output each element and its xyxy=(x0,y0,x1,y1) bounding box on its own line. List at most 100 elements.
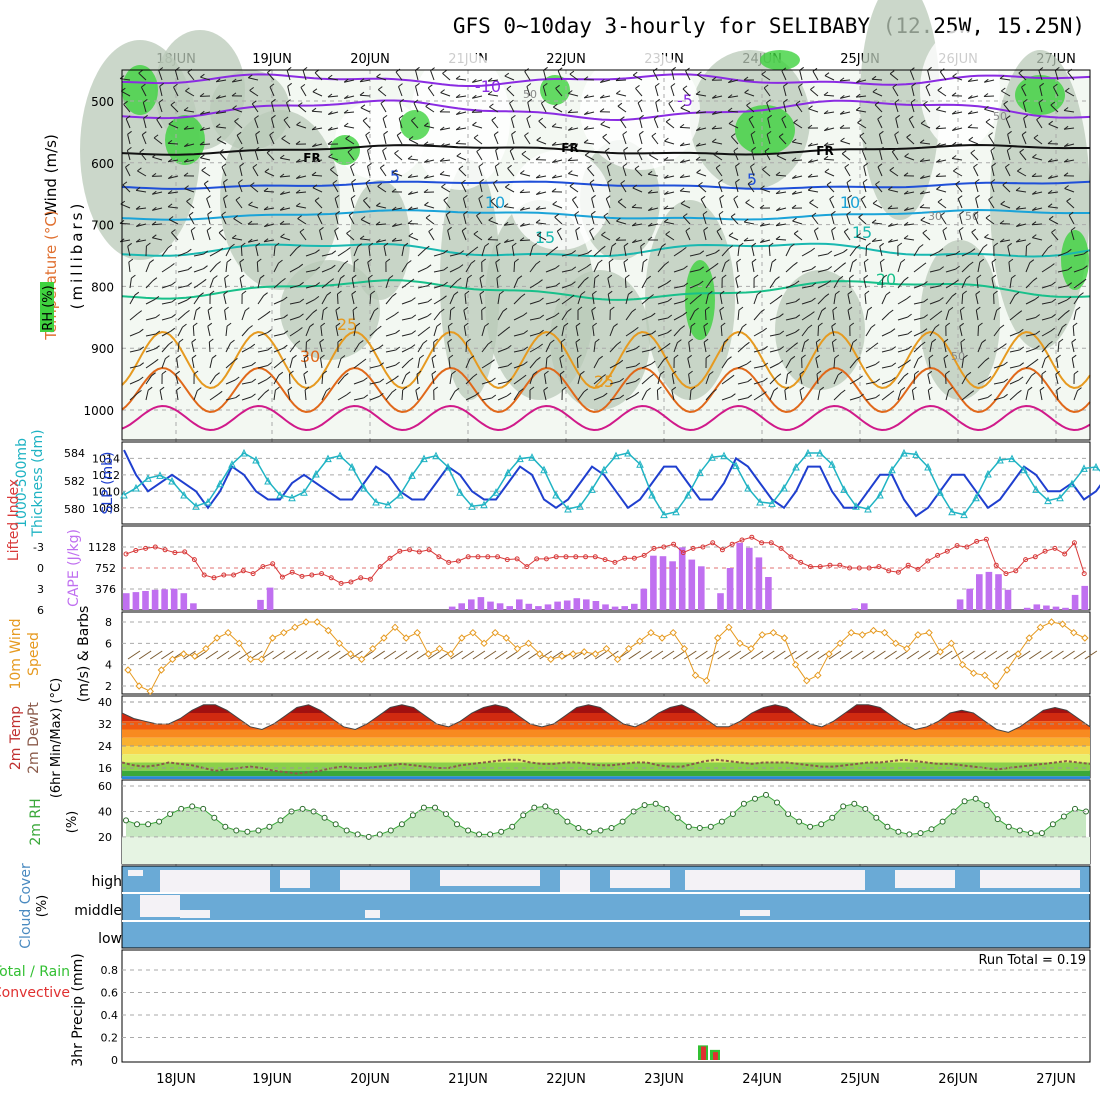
cloud-level-label: high xyxy=(91,874,122,890)
rh2m-point xyxy=(146,822,151,827)
rh2m-point xyxy=(819,822,824,827)
cape-bar xyxy=(1034,604,1041,610)
wind10-ylabel3: (m/s) & Barbs xyxy=(76,606,92,703)
rh2m-point xyxy=(388,828,393,833)
thickness-tick: 580 xyxy=(64,503,85,516)
cloud-gap xyxy=(560,870,590,892)
rh2m-point xyxy=(719,819,724,824)
temp-band xyxy=(122,738,1090,746)
rh2m-point xyxy=(940,819,945,824)
cape-bar xyxy=(995,574,1002,610)
rh2m-point xyxy=(697,826,702,831)
precip-tick: 0.8 xyxy=(101,964,119,977)
wind-tick: 2 xyxy=(105,680,112,693)
cape-bar xyxy=(449,607,456,610)
cape-bar xyxy=(631,604,638,610)
rh2m-point xyxy=(675,815,680,820)
thickness-tick: 582 xyxy=(64,475,85,488)
contour-label: FR xyxy=(816,144,833,158)
temp-ylabel3: (6hr Min/Max) (°C) xyxy=(49,678,64,798)
cloud-gap xyxy=(980,870,1080,888)
cape-bar xyxy=(181,593,188,610)
temp-ylabel2: 2m DewPt xyxy=(26,702,42,774)
cloud-level-label: low xyxy=(98,931,122,947)
rh2m-point xyxy=(653,801,658,806)
precip-frame xyxy=(122,950,1090,1062)
thickness-ylabel2: Thickness (dm) xyxy=(30,429,46,537)
rh2m-point xyxy=(664,806,669,811)
rh2m-point xyxy=(444,812,449,817)
cape-bar xyxy=(1072,595,1079,610)
thickness-tick: 584 xyxy=(64,447,85,460)
wind-barb xyxy=(1032,176,1042,177)
temp-tick: 16 xyxy=(98,762,112,775)
wind-barb xyxy=(824,159,834,160)
temp-tick: 24 xyxy=(98,740,112,753)
li-tick: -3 xyxy=(33,541,44,554)
wind-barb xyxy=(920,208,930,209)
rh2m-point xyxy=(764,792,769,797)
rh2m-point xyxy=(201,806,206,811)
pressure-tick: 800 xyxy=(91,280,114,294)
pressure-tick: 700 xyxy=(91,219,114,233)
rh2m-point xyxy=(1061,814,1066,819)
rh2m-point xyxy=(267,824,272,829)
cape-bar xyxy=(171,589,178,610)
rh2m-point xyxy=(984,803,989,808)
rh-light-shade xyxy=(920,30,1000,150)
cape-bar xyxy=(650,556,657,610)
rh-tick: 60 xyxy=(98,780,112,793)
wind-barb xyxy=(625,278,626,288)
cape-bar xyxy=(516,599,523,610)
cloud-gap xyxy=(140,895,180,917)
rh-ylabel: RH (%) xyxy=(41,285,56,330)
chart-title: GFS 0~10day 3-hourly for SELIBABY (12.25… xyxy=(453,14,1085,38)
wind10-ylabel1: 10m Wind xyxy=(8,618,24,689)
wind-barb xyxy=(705,310,706,320)
rh2m-point xyxy=(410,813,415,818)
contour-label: -5 xyxy=(677,91,693,110)
bottom-day-label: 18JUN xyxy=(156,1072,196,1087)
cloud-ylabel1: Cloud Cover xyxy=(18,863,34,949)
cape-bar xyxy=(468,599,475,610)
contour-label: 5 xyxy=(390,167,400,186)
rh2m-point xyxy=(620,819,625,824)
precip-tick: 0.6 xyxy=(101,987,119,1000)
cloud-gap xyxy=(128,870,143,876)
rh-band-low xyxy=(122,837,1090,864)
temp-tick: 32 xyxy=(98,718,112,731)
wind-barb xyxy=(984,96,994,97)
cape-bar xyxy=(142,591,149,610)
slp-ylabel-g: SLP (mb) xyxy=(100,451,116,514)
cape-bar xyxy=(152,590,159,610)
cape-bar xyxy=(583,599,590,610)
cape-bar xyxy=(756,557,763,610)
bottom-day-label: 22JUN xyxy=(546,1072,586,1087)
rh2m-point xyxy=(532,805,537,810)
wind10-frame xyxy=(122,612,1090,694)
wind-barb xyxy=(290,374,291,384)
cloud-gap xyxy=(895,870,955,888)
rh2m-ylabel2-g: (%) xyxy=(65,811,80,834)
rh2m-point xyxy=(885,824,890,829)
top-day-label: 19JUN xyxy=(252,52,292,67)
rh2m-point xyxy=(576,826,581,831)
cape-bar xyxy=(497,603,504,610)
rh2m-point xyxy=(786,812,791,817)
rh2m-point xyxy=(477,832,482,837)
contour-label: 20 xyxy=(876,270,896,289)
rh2m-point xyxy=(874,815,879,820)
precip-bar-convective xyxy=(713,1052,718,1060)
contour-label: 10 xyxy=(840,193,860,212)
cape-bar xyxy=(765,577,772,610)
slp-ylabel: SLP (mb) xyxy=(100,451,116,514)
li-tick: 0 xyxy=(37,562,44,575)
bottom-day-label: 23JUN xyxy=(644,1072,684,1087)
rh2m-point xyxy=(135,822,140,827)
cape-bar xyxy=(257,600,264,610)
rh2m-point xyxy=(1039,831,1044,836)
rh2m-point xyxy=(124,818,129,823)
cape-bar xyxy=(986,572,993,610)
cape-bar xyxy=(1043,606,1050,611)
